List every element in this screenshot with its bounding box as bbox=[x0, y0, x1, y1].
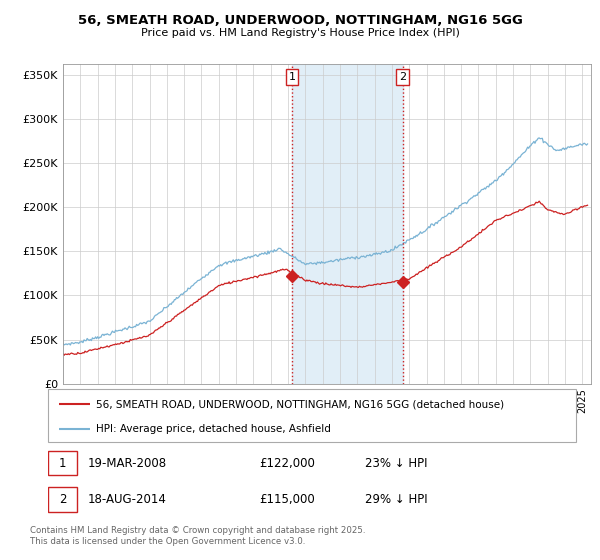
FancyBboxPatch shape bbox=[48, 487, 77, 511]
Text: 19-MAR-2008: 19-MAR-2008 bbox=[88, 456, 167, 470]
Text: £122,000: £122,000 bbox=[259, 456, 315, 470]
Text: 56, SMEATH ROAD, UNDERWOOD, NOTTINGHAM, NG16 5GG: 56, SMEATH ROAD, UNDERWOOD, NOTTINGHAM, … bbox=[77, 14, 523, 27]
Text: 2: 2 bbox=[59, 493, 66, 506]
Text: 18-AUG-2014: 18-AUG-2014 bbox=[88, 493, 166, 506]
Bar bbox=[292, 64, 403, 384]
FancyBboxPatch shape bbox=[48, 451, 77, 475]
Text: 56, SMEATH ROAD, UNDERWOOD, NOTTINGHAM, NG16 5GG (detached house): 56, SMEATH ROAD, UNDERWOOD, NOTTINGHAM, … bbox=[95, 399, 503, 409]
FancyBboxPatch shape bbox=[48, 389, 576, 442]
Text: 29% ↓ HPI: 29% ↓ HPI bbox=[365, 493, 427, 506]
Text: 23% ↓ HPI: 23% ↓ HPI bbox=[365, 456, 427, 470]
Text: 2: 2 bbox=[399, 72, 406, 82]
Text: HPI: Average price, detached house, Ashfield: HPI: Average price, detached house, Ashf… bbox=[95, 424, 331, 434]
Text: 1: 1 bbox=[289, 72, 295, 82]
Text: Price paid vs. HM Land Registry's House Price Index (HPI): Price paid vs. HM Land Registry's House … bbox=[140, 28, 460, 38]
Text: 1: 1 bbox=[59, 456, 66, 470]
Text: Contains HM Land Registry data © Crown copyright and database right 2025.
This d: Contains HM Land Registry data © Crown c… bbox=[30, 526, 365, 546]
Text: £115,000: £115,000 bbox=[259, 493, 315, 506]
